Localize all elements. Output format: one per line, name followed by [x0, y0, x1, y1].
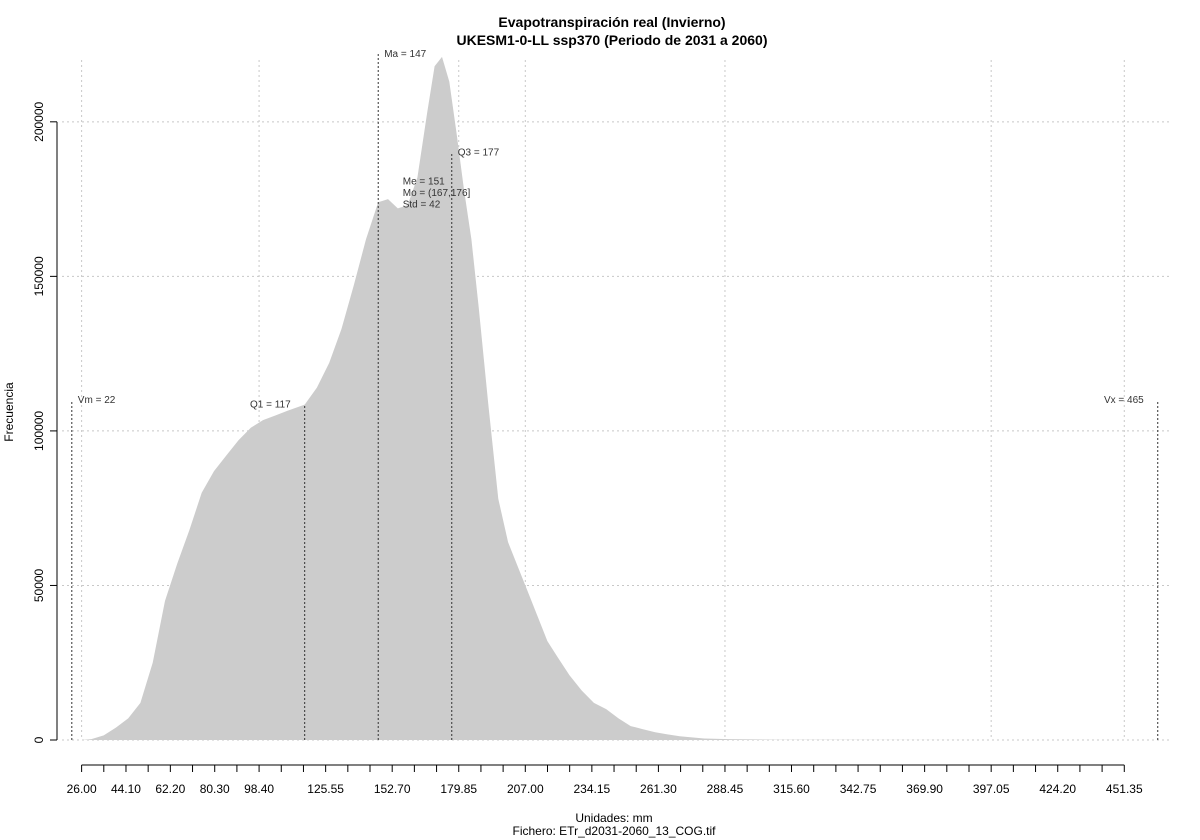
density-area	[81, 56, 1158, 740]
footer-filename: Fichero: ETr_d2031-2060_13_COG.tif	[513, 824, 717, 838]
y-tick-label-2: 100000	[32, 411, 46, 451]
chart-title: Evapotranspiración real (Invierno)	[498, 14, 725, 30]
stat-label-3: Q3 = 177	[458, 148, 500, 159]
x-tick-label-2: 62.20	[155, 782, 185, 796]
y-tick-label-3: 150000	[32, 256, 46, 296]
stat-label-4: Vx = 465	[1104, 395, 1144, 406]
x-tick-label-0: 26.00	[67, 782, 97, 796]
stats-text-1: Mo = (167,176]	[403, 188, 471, 199]
x-tick-label-1: 44.10	[111, 782, 141, 796]
x-tick-label-12: 315.60	[773, 782, 810, 796]
stats-text-0: Me = 151	[403, 177, 445, 188]
x-tick-label-15: 397.05	[973, 782, 1010, 796]
stat-label-2: Ma = 147	[384, 49, 426, 60]
x-tick-label-8: 207.00	[507, 782, 544, 796]
x-axis-title: Unidades: mm	[575, 811, 652, 825]
y-tick-label-0: 0	[32, 736, 46, 743]
stat-markers: Vm = 22 Q1 = 117 Ma = 147 Q3 = 177 Vx = 465	[71, 49, 1159, 740]
x-tick-label-3: 80.30	[200, 782, 230, 796]
x-tick-label-16: 424.20	[1039, 782, 1076, 796]
x-tick-label-14: 369.90	[906, 782, 943, 796]
y-tick-label-4: 200000	[32, 101, 46, 141]
x-tick-label-13: 342.75	[840, 782, 877, 796]
x-tick-label-5: 125.55	[307, 782, 344, 796]
y-axis: 0 50000 100000 150000 200000	[32, 101, 58, 743]
x-tick-label-7: 179.85	[440, 782, 477, 796]
chart-subtitle: UKESM1-0-LL ssp370 (Periodo de 2031 a 20…	[457, 32, 768, 48]
stat-label-0: Vm = 22	[78, 395, 116, 406]
x-tick-label-6: 152.70	[374, 782, 411, 796]
stats-text-2: Std = 42	[403, 200, 441, 211]
stat-label-1: Q1 = 117	[250, 400, 291, 411]
x-tick-label-17: 451.35	[1106, 782, 1143, 796]
y-tick-label-1: 50000	[32, 568, 46, 602]
x-tick-label-10: 261.30	[640, 782, 677, 796]
y-axis-title: Frecuencia	[2, 382, 16, 442]
x-tick-label-4: 98.40	[244, 782, 274, 796]
x-tick-label-11: 288.45	[707, 782, 744, 796]
x-axis: 26.00 44.10 62.20 80.30 98.40 125.55 152.70 179…	[67, 764, 1143, 796]
x-tick-label-9: 234.15	[574, 782, 611, 796]
